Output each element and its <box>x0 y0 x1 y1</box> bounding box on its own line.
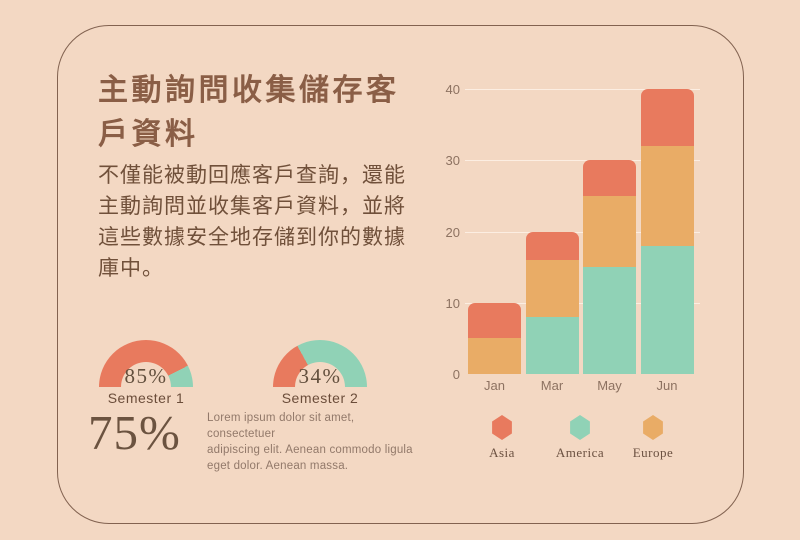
bar-segment-europe-may <box>583 195 636 268</box>
legend-swatch-hexagon-asia <box>492 415 512 440</box>
slide-title-line-2: 戶資料 <box>98 118 199 151</box>
big-percent-stat: 75% <box>88 405 181 460</box>
x-axis-label-jan: Jan <box>484 378 505 393</box>
gauge-1-caption: Semester 1 <box>107 390 185 406</box>
legend-swatch-hexagon-europe <box>643 415 663 440</box>
slide-border-frame <box>57 25 744 524</box>
slide-title: 主動詢問收集儲存客 戶資料 <box>98 69 438 157</box>
bar-segment-asia-may <box>583 160 636 196</box>
body-text-line: 庫中。 <box>98 257 164 280</box>
bar-segment-asia-jun <box>640 89 694 146</box>
legend-swatch-hexagon-america <box>570 415 590 440</box>
bar-segment-europe-jun <box>640 146 694 246</box>
y-axis-label-40: 40 <box>445 82 460 97</box>
gauge-semester-1: 85% <box>99 340 193 387</box>
bar-segment-america-mar <box>525 317 579 374</box>
bar-segment-america-may <box>583 267 636 374</box>
slide-body-text: 不僅能被動回應客戶查詢，還能 主動詢問並收集客戶資料，並將 這些數據安全地存儲到… <box>98 160 428 284</box>
slide-title-line-1: 主動詢問收集儲存客 <box>98 74 400 107</box>
x-axis-label-may: May <box>597 378 622 393</box>
y-axis-label-20: 20 <box>445 224 460 240</box>
grid-line-10 <box>465 302 700 304</box>
legend-label-asia: Asia <box>489 445 515 460</box>
gauge-1-value-label: 85% <box>124 364 168 387</box>
y-axis-label-0: 0 <box>452 367 460 382</box>
lorem-line: adipiscing elit. Aenean commodo ligula <box>207 444 413 456</box>
grid-line-20 <box>465 231 700 233</box>
gauge-2-caption: Semester 2 <box>281 390 359 406</box>
gauge-2-value-label: 34% <box>298 364 342 387</box>
bar-segment-asia-jan <box>468 302 521 339</box>
x-axis-label-jun: Jun <box>656 378 678 393</box>
y-axis-label-10: 10 <box>445 295 460 311</box>
body-text-line: 主動詢問並收集客戶資料，並將 <box>98 195 406 218</box>
y-axis-label-30: 30 <box>445 153 460 169</box>
body-text-line: 這些數據安全地存儲到你的數據 <box>98 226 406 249</box>
x-axis-label-mar: Mar <box>540 378 564 393</box>
stacked-bar-chart: 0 10 20 30 40 Jan Mar May Jun <box>440 80 740 393</box>
lorem-caption: Lorem ipsum dolor sit amet, consectetuer… <box>207 410 417 474</box>
lorem-line: Lorem ipsum dolor sit amet, consectetuer <box>207 412 355 440</box>
chart-legend: Asia America Europe <box>440 407 740 467</box>
bar-segment-europe-mar <box>525 260 579 317</box>
bar-segment-america-jun <box>640 245 694 374</box>
gauge-semester-2: 34% <box>273 340 367 387</box>
grid-line-30 <box>465 160 700 162</box>
legend-label-america: America <box>555 445 605 460</box>
body-text-line: 不僅能被動回應客戶查詢，還能 <box>98 164 406 187</box>
bar-segment-asia-mar <box>525 231 579 260</box>
grid-line-40 <box>465 89 700 90</box>
lorem-line: eget dolor. Aenean massa. <box>207 460 349 472</box>
legend-label-europe: Europe <box>632 445 674 460</box>
bar-segment-europe-jan <box>468 338 521 374</box>
